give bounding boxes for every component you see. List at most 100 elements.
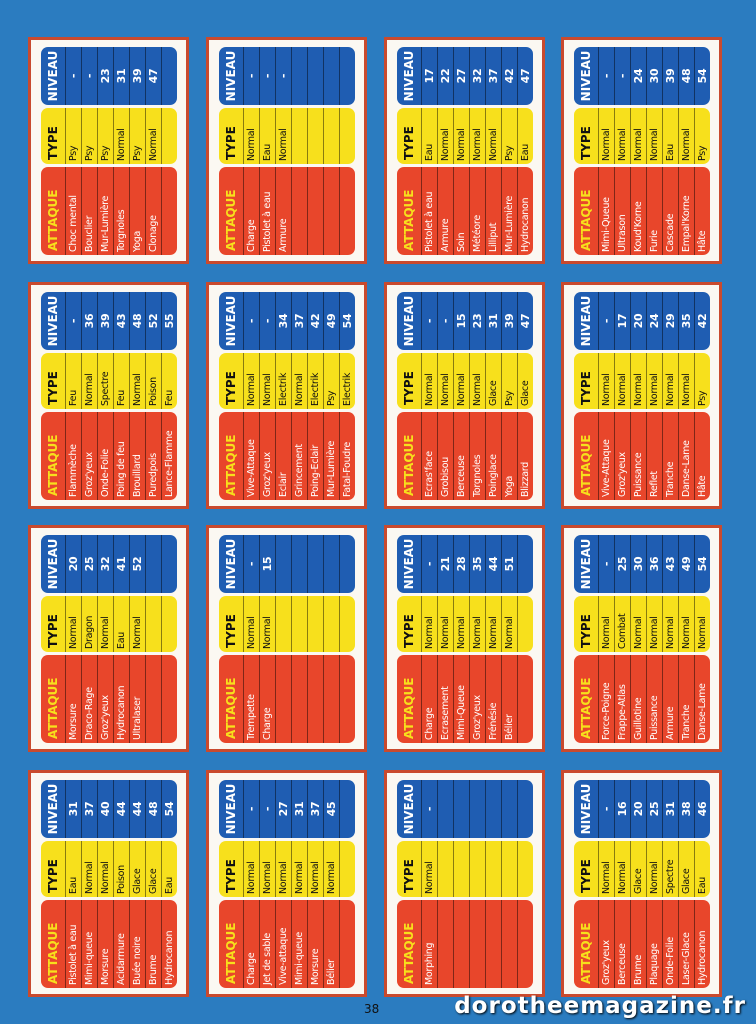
cell: - (597, 534, 614, 593)
cell: 52 (144, 291, 161, 350)
cell: 31 (290, 779, 307, 838)
cell: Spectre (661, 840, 678, 897)
empty-cell (338, 654, 355, 743)
cell: 43 (661, 534, 678, 593)
column-header: TYPE (45, 858, 60, 893)
move-table: ATTAQUE Trempette Charge TYPE Normal Normal NI… (218, 534, 355, 743)
cell: 41 (112, 534, 129, 593)
empty-cell (274, 595, 291, 652)
column-header: NIVEAU (45, 295, 60, 346)
cell: Normal (80, 840, 97, 897)
type-column: TYPE Normal Normal (218, 595, 355, 652)
cell: Psy (500, 352, 517, 409)
cell: Hydrocanon (516, 166, 533, 255)
type-column: TYPE Normal Normal Normal Normal Normal Normal (396, 595, 533, 652)
empty-cell (468, 840, 485, 897)
cell: Mimi-Queue (452, 654, 469, 743)
empty-cell (516, 654, 533, 743)
cell: Normal (242, 352, 259, 409)
column-header: TYPE (401, 613, 416, 648)
column-header: NIVEAU (578, 50, 593, 101)
column-header: NIVEAU (223, 295, 238, 346)
cell: Empal'Korne (677, 166, 694, 255)
empty-cell (338, 166, 355, 255)
cell: 42 (500, 46, 517, 105)
cell: 30 (645, 46, 662, 105)
cell: - (64, 46, 81, 105)
cell: Armure (436, 166, 453, 255)
card: ATTAQUE Pistolet à eau Mimi-queue Morsure Ac… (28, 770, 189, 997)
empty-cell (500, 899, 517, 988)
column-header: ATTAQUE (45, 677, 60, 739)
cell: Mimi-queue (80, 899, 97, 988)
cell: Normal (597, 352, 614, 409)
cell: Hydrocanon (160, 899, 177, 988)
type-column: TYPE Normal Eau Normal (218, 107, 355, 164)
card: ATTAQUE Charge Ecrasement Mimi-Queue Groz'ye… (384, 525, 545, 752)
column-header: TYPE (578, 370, 593, 405)
cell: Grincement (290, 411, 307, 500)
move-table: ATTAQUE Morsure Draco-Rage Groz'yeux Hydroca… (40, 534, 177, 743)
empty-cell (338, 46, 355, 105)
cell: Normal (484, 595, 501, 652)
type-column: TYPE Normal Normal Normal Normal Glace Psy Glac… (396, 352, 533, 409)
move-table: ATTAQUE Charge Jet de sable Vive-attaque Mim… (218, 779, 355, 988)
cell: 27 (274, 779, 291, 838)
cell: Yoga (500, 411, 517, 500)
cell: Ultralaser (128, 654, 145, 743)
cell: Soin (452, 166, 469, 255)
cell: 28 (452, 534, 469, 593)
cell: Ecrasement (436, 654, 453, 743)
cell: 25 (80, 534, 97, 593)
cell: Eau (112, 595, 129, 652)
cell: Groz'yeux (597, 899, 614, 988)
cell: Feu (160, 352, 177, 409)
cell: Psy (64, 107, 81, 164)
card: ATTAQUE Charge Jet de sable Vive-attaque Mim… (206, 770, 367, 997)
type-column: TYPE Eau Normal Normal Normal Normal Psy Eau (396, 107, 533, 164)
cell: 47 (144, 46, 161, 105)
type-column: TYPE Normal Dragon Normal Eau Normal (40, 595, 177, 652)
cell: 32 (468, 46, 485, 105)
cell: - (80, 46, 97, 105)
column-header: TYPE (578, 858, 593, 893)
cell: Electrik (338, 352, 355, 409)
cell: Brouillard (128, 411, 145, 500)
move-table: ATTAQUE Pistolet à eau Armure Soin Météore Li… (396, 46, 533, 255)
cell: Normal (452, 352, 469, 409)
attack-column: ATTAQUE Trempette Charge (218, 654, 355, 743)
cell: Mur-Lumière (322, 411, 339, 500)
cell: - (420, 534, 437, 593)
cell: Normal (468, 352, 485, 409)
cell: 37 (80, 779, 97, 838)
cell: Normal (436, 107, 453, 164)
cell: Guillotine (629, 654, 646, 743)
attack-column: ATTAQUE Pistolet à eau Armure Soin Météore Li… (396, 166, 533, 255)
card: ATTAQUE Pistolet à eau Armure Soin Météore Li… (384, 37, 545, 264)
empty-cell (436, 899, 453, 988)
column-header: ATTAQUE (45, 189, 60, 251)
cell: - (597, 779, 614, 838)
cell: Glace (677, 840, 694, 897)
cell: 23 (468, 291, 485, 350)
cell: Electrik (274, 352, 291, 409)
cell: 46 (693, 779, 710, 838)
cell: Vive-attaque (274, 899, 291, 988)
move-table: ATTAQUE Groz'yeux Berceuse Brume Plaquage Ond… (573, 779, 710, 988)
cell: Mimi-queue (290, 899, 307, 988)
cell: Psy (322, 352, 339, 409)
empty-cell (468, 779, 485, 838)
cell: Pistolet à eau (64, 899, 81, 988)
cell: 20 (629, 291, 646, 350)
cell: - (597, 46, 614, 105)
level-column: NIVEAU -15 (218, 534, 355, 593)
empty-cell (306, 595, 323, 652)
cell: Eau (64, 840, 81, 897)
column-header: TYPE (223, 858, 238, 893)
cell: Normal (677, 107, 694, 164)
cell: Psy (693, 107, 710, 164)
empty-cell (290, 534, 307, 593)
empty-cell (338, 840, 355, 897)
column-header: NIVEAU (45, 538, 60, 589)
